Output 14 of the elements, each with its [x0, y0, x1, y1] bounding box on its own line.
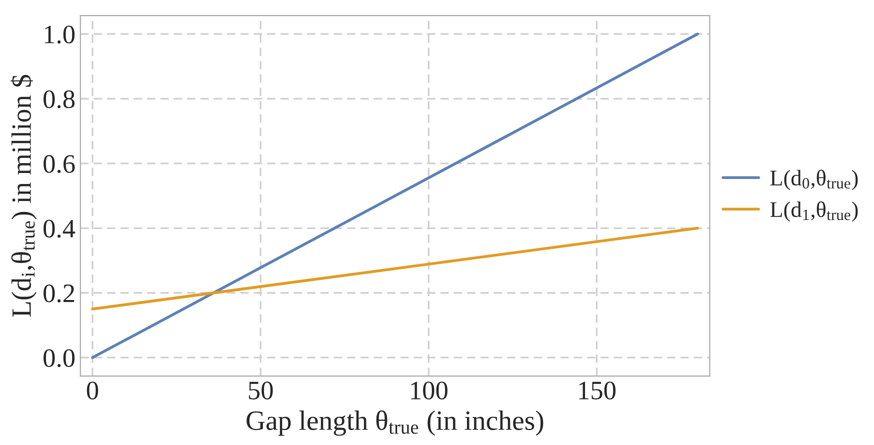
- x-tick-label: 150: [579, 382, 616, 400]
- x-axis-title: Gap length θ$_{true}$ (in inches): [246, 410, 544, 436]
- y-tick-label: 0.6: [44, 155, 75, 173]
- y-tick-label: 0.2: [44, 284, 74, 302]
- legend-label: L(d$_{0}$,θ$_{true}$): [770, 170, 858, 190]
- y-tick-label: 0.4: [44, 220, 76, 238]
- y-tick-label: 0.8: [44, 90, 75, 108]
- y-tick-label: 1.0: [44, 26, 75, 44]
- legend-label: L(d$_{1}$,θ$_{true}$): [770, 201, 858, 222]
- x-tick-label: 0: [86, 382, 98, 400]
- y-tick-label: 0.0: [44, 349, 75, 368]
- x-tick-label: 50: [248, 382, 273, 400]
- x-tick-label: 100: [411, 382, 448, 400]
- y-axis-title: L(d$_{i}$,θ$_{true}$) in million $: [10, 74, 37, 317]
